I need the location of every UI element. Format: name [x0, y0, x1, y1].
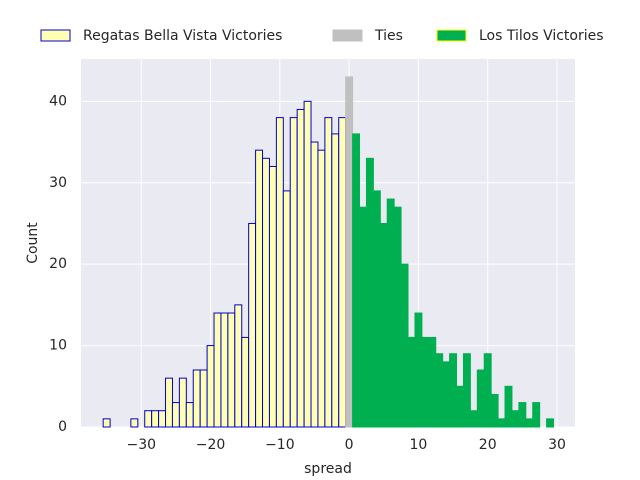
histogram-bar	[400, 263, 409, 428]
histogram-bar	[282, 190, 291, 428]
histogram-bar	[192, 369, 201, 428]
histogram-bar	[504, 385, 513, 428]
histogram-bar	[462, 353, 471, 428]
histogram-bar	[296, 108, 305, 428]
histogram-bar	[518, 402, 527, 428]
histogram-bar	[241, 336, 250, 428]
y-tick-label: 20	[49, 256, 67, 272]
histogram-bar	[372, 190, 381, 428]
legend-swatch	[436, 29, 467, 42]
histogram-bar	[386, 198, 395, 428]
histogram-bar	[379, 222, 388, 428]
histogram-bar	[442, 361, 451, 428]
x-tick-label: 10	[410, 437, 428, 453]
histogram-bar	[171, 402, 180, 428]
histogram-bar	[206, 345, 215, 428]
histogram-bar	[317, 149, 326, 428]
histogram-bar	[435, 353, 444, 428]
histogram-bar	[178, 377, 187, 428]
histogram-bar	[213, 312, 222, 428]
histogram-bar	[414, 312, 423, 428]
histogram-bar	[268, 165, 277, 428]
histogram-bar	[393, 206, 402, 428]
x-tick-label: 0	[345, 437, 354, 453]
histogram-bar	[525, 418, 534, 428]
histogram-bar	[227, 312, 236, 428]
legend-label: Los Tilos Victories	[479, 28, 604, 44]
x-tick-label: −30	[127, 437, 157, 453]
histogram-bar	[151, 410, 160, 428]
legend-label: Regatas Bella Vista Victories	[83, 28, 282, 44]
histogram-bar	[469, 410, 478, 428]
y-tick-label: 10	[49, 338, 67, 354]
histogram-bar	[428, 336, 437, 428]
histogram-bar	[532, 402, 541, 428]
x-tick-label: −20	[196, 437, 226, 453]
histogram-bar	[185, 402, 194, 428]
histogram-bar	[289, 117, 298, 428]
histogram-bar	[456, 385, 464, 428]
histogram-bar	[158, 410, 167, 428]
histogram-bar	[345, 76, 354, 428]
x-tick-label: 30	[548, 437, 566, 453]
histogram-bar	[144, 410, 153, 428]
histogram-bar	[303, 100, 312, 428]
legend-swatch	[332, 29, 363, 42]
histogram-bar	[324, 117, 333, 428]
histogram-bar	[234, 304, 243, 428]
histogram-bar	[490, 393, 499, 428]
histogram-bar	[220, 312, 229, 428]
histogram-bar	[483, 353, 492, 428]
histogram-bar	[338, 117, 347, 428]
histogram-bar	[248, 222, 257, 428]
histogram-bar	[102, 418, 111, 428]
histogram-bar	[511, 410, 520, 428]
histogram-bar	[331, 133, 340, 428]
x-tick-label: 20	[479, 437, 497, 453]
histogram-bar	[262, 157, 270, 428]
histogram-bar	[255, 149, 264, 428]
histogram-bar	[352, 133, 361, 428]
legend-label: Ties	[374, 28, 403, 44]
x-axis-label: spread	[304, 461, 352, 477]
histogram-bar	[310, 141, 319, 428]
histogram-bar	[165, 377, 173, 428]
histogram-bar	[449, 353, 458, 428]
x-tick-label: −10	[265, 437, 295, 453]
histogram-bar	[476, 369, 485, 428]
y-tick-label: 30	[49, 175, 67, 191]
histogram-bar	[275, 117, 284, 428]
histogram-bar	[407, 336, 416, 428]
histogram-bar	[359, 206, 367, 428]
histogram-bar	[199, 369, 208, 428]
legend-swatch	[40, 29, 71, 42]
histogram-bar	[421, 336, 430, 428]
y-tick-label: 0	[58, 419, 67, 435]
histogram-bar	[546, 418, 555, 428]
histogram-bar	[365, 157, 374, 428]
histogram-bar	[130, 418, 139, 428]
histogram-bar	[497, 418, 506, 428]
y-tick-label: 40	[49, 93, 67, 109]
y-axis-label: Count	[25, 222, 41, 264]
